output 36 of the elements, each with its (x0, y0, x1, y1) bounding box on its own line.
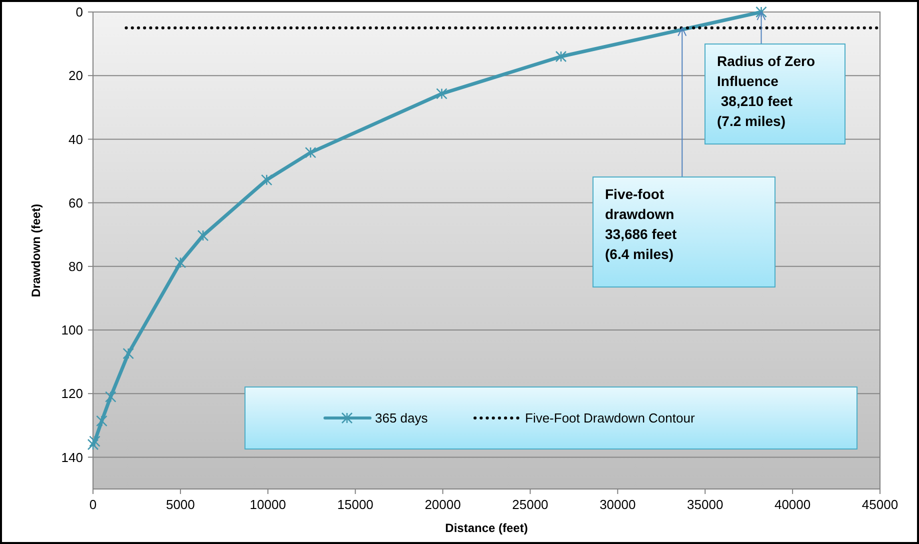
point (96, 415, 108, 427)
x-tick-label: 25000 (512, 497, 548, 512)
y-tick-label: 120 (61, 386, 83, 402)
x-tick-label: 35000 (687, 497, 724, 512)
point (261, 174, 272, 186)
y-tick-label: 0 (76, 4, 83, 20)
point (174, 256, 186, 268)
y-tick-label: 40 (68, 132, 83, 147)
legend-label: Five-Foot Drawdown Contour (525, 410, 696, 426)
point (756, 6, 767, 18)
annotation: Radius of Zero Influence 38,210 feet (7.2 miles) (717, 53, 816, 129)
y-tick-label: 80 (68, 258, 83, 274)
x-tick-label: 20000 (424, 497, 461, 512)
x-tick-label: 5000 (166, 497, 195, 512)
x-tick-label: 15000 (337, 497, 374, 512)
y-axis-title: Drawdown (feet) (29, 204, 43, 298)
point (436, 88, 448, 100)
point (555, 50, 567, 62)
legend-label: 365 days (375, 410, 428, 426)
x-tick-label: 0 (89, 497, 97, 512)
y-tick-label: 60 (68, 195, 83, 210)
x-tick-label: 45000 (862, 497, 898, 512)
x-tick-label: 30000 (600, 497, 636, 512)
point (304, 146, 316, 158)
y-tick-label: 140 (61, 450, 83, 465)
point (89, 436, 100, 447)
x-tick-label: 10000 (250, 497, 286, 512)
x-axis-title: Distance (feet) (445, 521, 528, 535)
point (87, 438, 99, 450)
y-tick-label: 100 (61, 322, 83, 338)
y-tick-label: 20 (68, 68, 83, 84)
x-tick-label: 40000 (774, 497, 811, 512)
point (122, 348, 134, 360)
point (105, 391, 116, 402)
annotation: Five-foot drawdown 33,686 feet (6.4 miles) (605, 186, 677, 262)
point (197, 230, 209, 242)
